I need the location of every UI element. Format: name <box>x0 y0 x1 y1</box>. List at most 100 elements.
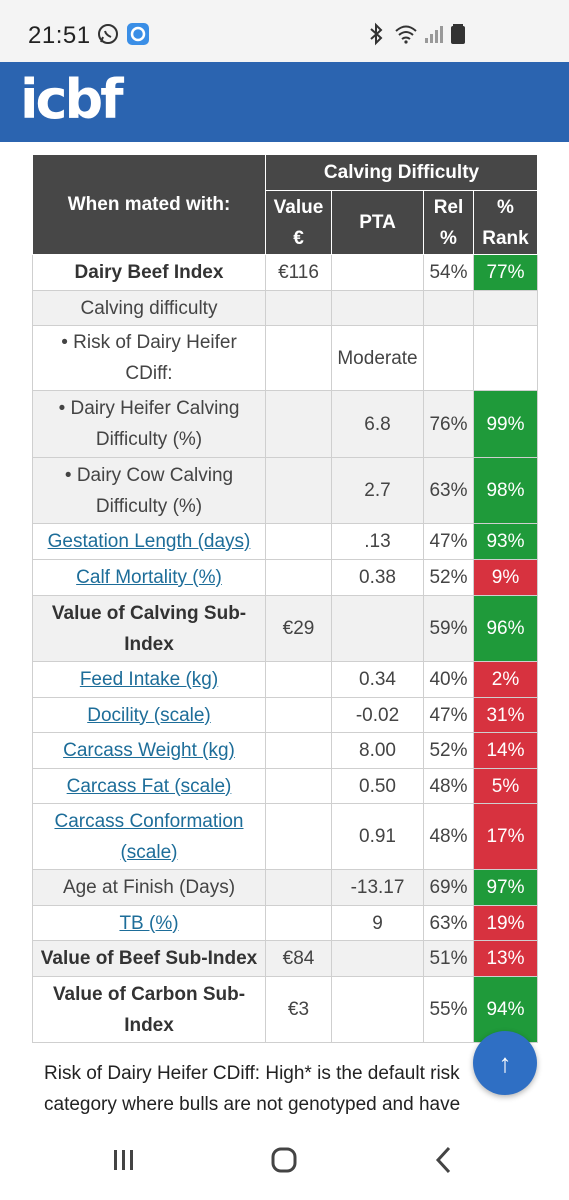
row-value <box>265 457 332 524</box>
row-pta: 0.34 <box>331 661 424 698</box>
row-label: Value of Calving Sub-Index <box>32 595 266 662</box>
row-value <box>265 697 332 733</box>
row-rank <box>473 325 538 391</box>
whatsapp-icon <box>98 24 118 44</box>
col-pta: PTA <box>331 190 424 255</box>
row-pta: 6.8 <box>331 390 424 458</box>
row-value: €3 <box>265 976 332 1043</box>
scroll-top-button[interactable]: ↑ <box>473 1031 537 1095</box>
row-pta: Moderate <box>331 325 424 391</box>
tb-link[interactable]: TB (%) <box>119 912 179 934</box>
row-pta <box>331 976 424 1043</box>
row-rel: 52% <box>423 559 474 596</box>
status-time: 21:51 <box>28 22 91 49</box>
row-pta: 0.91 <box>331 803 424 870</box>
row-rel: 51% <box>423 940 474 977</box>
gestation-length-link[interactable]: Gestation Length (days) <box>47 531 251 552</box>
row-pta <box>331 940 424 977</box>
row-pta <box>331 290 424 326</box>
row-pta: -0.02 <box>331 697 424 733</box>
row-pta <box>331 254 424 291</box>
row-label: • Dairy Cow Calving Difficulty (%) <box>32 457 266 524</box>
row-value <box>265 869 332 906</box>
row-value <box>265 768 332 804</box>
back-icon[interactable] <box>424 1140 464 1180</box>
row-rel: 59% <box>423 595 474 662</box>
row-rank: 96% <box>473 595 538 662</box>
row-rank: 98% <box>473 457 538 524</box>
android-nav-bar <box>0 1120 569 1200</box>
row-rel: 63% <box>423 457 474 524</box>
home-icon[interactable] <box>264 1140 304 1180</box>
row-rank: 94% <box>473 976 538 1043</box>
scroll-top-icon: ↑ <box>498 1048 512 1078</box>
row-rel: 76% <box>423 390 474 458</box>
col-value: Value € <box>265 190 332 255</box>
row-rank: 99% <box>473 390 538 458</box>
footnote: Risk of Dairy Heifer CDiff: High* is the… <box>44 1063 461 1115</box>
row-rel: 52% <box>423 732 474 769</box>
row-rel: 55% <box>423 976 474 1043</box>
row-rank <box>473 290 538 326</box>
row-value <box>265 290 332 326</box>
site-header: icbf <box>0 62 569 142</box>
row-rank: 2% <box>473 661 538 698</box>
row-rank: 77% <box>473 254 538 291</box>
row-value: €116 <box>265 254 332 291</box>
row-rank: 9% <box>473 559 538 596</box>
row-label: Dairy Beef Index <box>32 254 266 291</box>
row-label: • Dairy Heifer Calving Difficulty (%) <box>32 390 266 458</box>
row-rank: 17% <box>473 803 538 870</box>
row-rel <box>423 290 474 326</box>
row-pta: 9 <box>331 905 424 941</box>
row-rel: 69% <box>423 869 474 906</box>
carcass-fat-link[interactable]: Carcass Fat (scale) <box>66 775 232 797</box>
row-rel: 48% <box>423 768 474 804</box>
row-pta: 8.00 <box>331 732 424 769</box>
wifi-icon <box>395 25 417 44</box>
carcass-conformation-link[interactable]: Carcass Conformation (scale) <box>54 810 244 863</box>
feed-intake-link[interactable]: Feed Intake (kg) <box>79 669 219 690</box>
app-icon <box>127 23 149 45</box>
row-value <box>265 905 332 941</box>
recent-apps-icon[interactable] <box>104 1140 144 1180</box>
row-label: TB (%) <box>32 905 266 941</box>
row-value: €84 <box>265 940 332 977</box>
row-label: Gestation Length (days) <box>32 523 266 560</box>
row-rank: 5% <box>473 768 538 804</box>
col-rel: Rel % <box>423 190 474 255</box>
row-rel <box>423 325 474 391</box>
row-rank: 14% <box>473 732 538 769</box>
row-label: Feed Intake (kg) <box>32 661 266 698</box>
row-rank: 13% <box>473 940 538 977</box>
row-value <box>265 732 332 769</box>
row-rel: 54% <box>423 254 474 291</box>
row-rank: 97% <box>473 869 538 906</box>
row-value <box>265 523 332 560</box>
calving-difficulty-header: Calving Difficulty <box>265 154 538 191</box>
row-rel: 48% <box>423 803 474 870</box>
row-rel: 63% <box>423 905 474 941</box>
row-value <box>265 325 332 391</box>
row-label: Carcass Fat (scale) <box>32 768 266 804</box>
row-pta <box>331 595 424 662</box>
row-label: Calving difficulty <box>32 290 266 326</box>
carcass-weight-link[interactable]: Carcass Weight (kg) <box>63 740 235 761</box>
row-value <box>265 803 332 870</box>
row-label: Carcass Weight (kg) <box>32 732 266 769</box>
row-pta: 0.50 <box>331 768 424 804</box>
row-pta: 2.7 <box>331 457 424 524</box>
row-value <box>265 661 332 698</box>
docility-link[interactable]: Docility (scale) <box>87 704 211 726</box>
bluetooth-icon <box>370 22 383 46</box>
row-rank: 31% <box>473 697 538 733</box>
calf-mortality-link[interactable]: Calf Mortality (%) <box>76 567 222 588</box>
evaluation-table: When mated with: Calving Difficulty Valu… <box>32 154 538 1043</box>
row-rel: 47% <box>423 523 474 560</box>
icbf-logo[interactable]: icbf <box>20 68 124 131</box>
row-label: Carcass Conformation (scale) <box>32 803 266 870</box>
col-when-mated: When mated with: <box>32 154 266 255</box>
row-value: €29 <box>265 595 332 662</box>
row-rel: 47% <box>423 697 474 733</box>
status-bar: 21:51 <box>0 0 569 62</box>
